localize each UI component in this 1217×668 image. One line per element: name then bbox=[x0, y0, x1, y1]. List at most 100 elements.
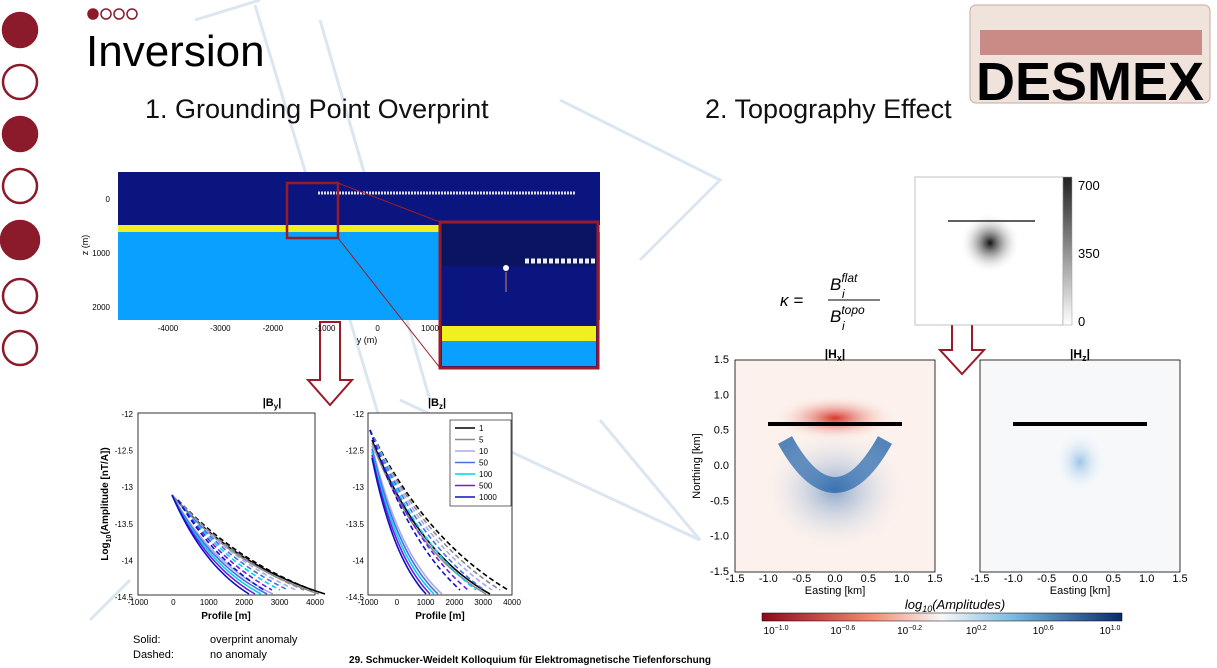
title-part: (Amplitudes) bbox=[932, 597, 1005, 612]
y-tick-label: -1.0 bbox=[710, 531, 729, 543]
title-part: |H bbox=[1070, 347, 1082, 361]
x-tick-label: -1000 bbox=[128, 598, 149, 607]
x-tick-label: 1.0 bbox=[1139, 573, 1154, 585]
tick-exp: 1.0 bbox=[1111, 625, 1121, 632]
axis-label: Log10(Amplitude [nT/A]) bbox=[100, 447, 113, 560]
formula-part: B bbox=[830, 275, 841, 294]
formula-numerator: Bflati bbox=[830, 271, 858, 301]
y-tick-label: -12 bbox=[121, 410, 133, 419]
formula-sup: topo bbox=[841, 303, 865, 317]
note-key: Solid: bbox=[133, 634, 161, 646]
legend-label: 100 bbox=[479, 470, 493, 479]
x-tick-label: 3000 bbox=[474, 598, 492, 607]
logo: DESMEX bbox=[970, 5, 1210, 112]
tick-exp: 0.2 bbox=[977, 625, 987, 632]
colorbar-tick-label: 101.0 bbox=[1100, 625, 1121, 637]
x-tick-label: -1.0 bbox=[759, 573, 778, 585]
title-part: | bbox=[1087, 347, 1090, 361]
x-tick-label: 1.5 bbox=[1172, 573, 1187, 585]
y-tick-label: -13 bbox=[352, 483, 364, 492]
x-tick-label: 4000 bbox=[503, 598, 521, 607]
tick-base: 10 bbox=[1100, 626, 1112, 637]
y-tick-label: 2000 bbox=[92, 303, 110, 312]
legend-label: 10 bbox=[479, 447, 488, 456]
x-tick-label: -1.5 bbox=[726, 573, 745, 585]
x-tick-label: -4000 bbox=[158, 324, 179, 333]
y-tick-label: -13.5 bbox=[346, 520, 365, 529]
y-tick-label: -12.5 bbox=[346, 447, 365, 456]
axis-label: y (m) bbox=[357, 335, 378, 345]
y-tick-label: -12.5 bbox=[115, 447, 134, 456]
colorbar-tick-label: 350 bbox=[1078, 246, 1100, 261]
x-tick-label: -0.5 bbox=[792, 573, 811, 585]
formula-part: B bbox=[830, 307, 841, 326]
plot-title: |Hz| bbox=[1070, 347, 1090, 363]
colorbar-tick-label: 10−0.2 bbox=[897, 625, 922, 637]
tick-exp: −0.2 bbox=[908, 625, 922, 632]
y-tick-label: -13.5 bbox=[115, 520, 134, 529]
title-sub: 10 bbox=[922, 604, 932, 614]
logo-text: DESMEX bbox=[976, 52, 1204, 112]
y-tick-label: 0.5 bbox=[714, 425, 729, 437]
x-tick-label: 0 bbox=[395, 598, 400, 607]
x-tick-label: -0.5 bbox=[1037, 573, 1056, 585]
tick-exp: −0.6 bbox=[841, 625, 855, 632]
title: Inversion bbox=[86, 27, 265, 76]
note-text: overprint anomaly bbox=[210, 634, 298, 646]
legend-label: 1000 bbox=[479, 493, 497, 502]
y-tick-label: 1000 bbox=[92, 249, 110, 258]
y-tick-label: 0.0 bbox=[714, 460, 729, 472]
tick-exp: −1.0 bbox=[775, 625, 789, 632]
y-tick-label: -14 bbox=[121, 556, 133, 565]
x-tick-label: -1.0 bbox=[1004, 573, 1023, 585]
plot-title: |By| bbox=[263, 397, 282, 411]
legend-label: 50 bbox=[479, 459, 488, 468]
x-tick-label: -1000 bbox=[315, 324, 336, 333]
x-tick-label: -1000 bbox=[358, 598, 379, 607]
footer: 29. Schmucker-Weidelt Kolloquium für Ele… bbox=[349, 655, 711, 666]
colorbar-tick-label: 700 bbox=[1078, 178, 1100, 193]
hz-map bbox=[980, 360, 1180, 572]
y-tick-label: -12 bbox=[352, 410, 364, 419]
axis-label: Easting [km] bbox=[805, 585, 866, 597]
title-part: |H bbox=[825, 347, 837, 361]
label-part: Log bbox=[100, 542, 111, 560]
tick-base: 10 bbox=[1033, 626, 1045, 637]
x-tick-label: 1.0 bbox=[894, 573, 909, 585]
x-tick-label: 1000 bbox=[417, 598, 435, 607]
tick-base: 10 bbox=[966, 626, 978, 637]
line-note: Solid: overprint anomaly Dashed: no anom… bbox=[133, 634, 298, 661]
title-part: log bbox=[905, 597, 923, 612]
y-tick-label: 1.0 bbox=[714, 389, 729, 401]
x-tick-label: 0 bbox=[375, 324, 380, 333]
x-tick-label: 0.0 bbox=[1072, 573, 1087, 585]
x-tick-label: 1.5 bbox=[927, 573, 942, 585]
y-tick-label: -0.5 bbox=[710, 495, 729, 507]
x-tick-label: -3000 bbox=[210, 324, 231, 333]
progress-dots bbox=[88, 9, 137, 19]
title-part: | bbox=[842, 347, 845, 361]
x-tick-label: -2000 bbox=[263, 324, 284, 333]
tick-base: 10 bbox=[897, 626, 909, 637]
label-sub: 10 bbox=[106, 534, 113, 542]
note-key: Dashed: bbox=[133, 649, 174, 661]
tick-exp: 0.6 bbox=[1044, 625, 1054, 632]
x-tick-label: 0.5 bbox=[1106, 573, 1121, 585]
formula-sub: i bbox=[842, 319, 845, 333]
legend-label: 1 bbox=[479, 424, 484, 433]
tick-base: 10 bbox=[830, 626, 842, 637]
title-part: | bbox=[443, 397, 446, 409]
y-tick-label: -13 bbox=[121, 483, 133, 492]
x-tick-label: 2000 bbox=[235, 598, 253, 607]
formula-sup: flat bbox=[841, 271, 858, 285]
axis-label: z (m) bbox=[80, 235, 90, 256]
colorbar-tick-label: 0 bbox=[1078, 314, 1085, 329]
x-tick-label: 1000 bbox=[200, 598, 218, 607]
arrow bbox=[308, 322, 352, 405]
x-tick-label: 3000 bbox=[271, 598, 289, 607]
legend-label: 500 bbox=[479, 482, 493, 491]
axis-label: Northing [km] bbox=[691, 433, 703, 498]
nav-icons bbox=[1, 13, 39, 365]
y-tick-label: 1.5 bbox=[714, 354, 729, 366]
